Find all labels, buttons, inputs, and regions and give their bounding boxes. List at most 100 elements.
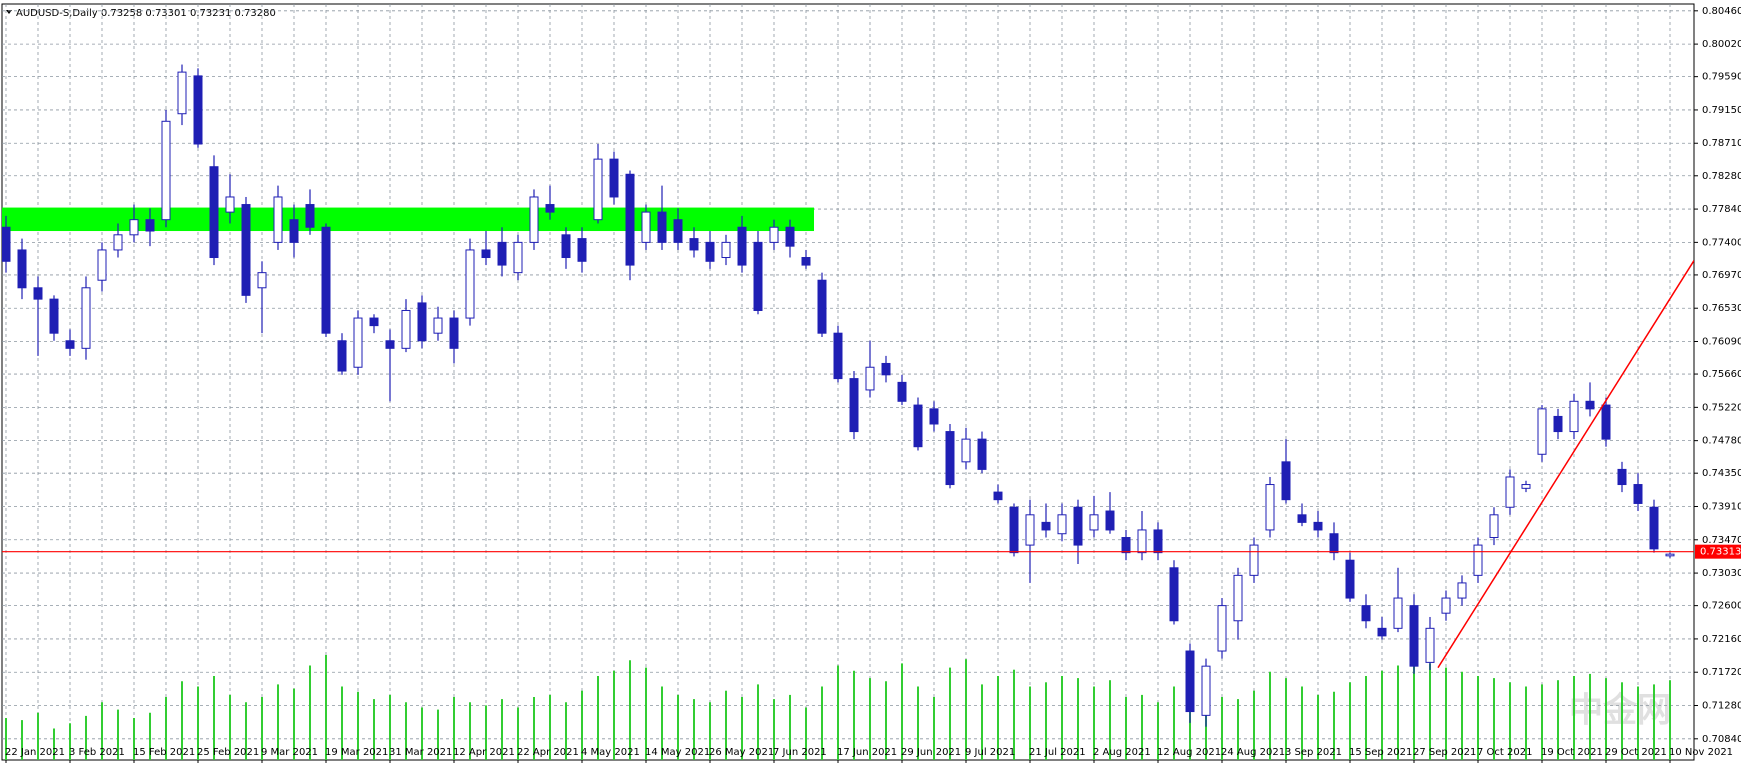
candle-body <box>1601 404 1611 440</box>
candle-body <box>433 317 443 334</box>
x-tick-label: 25 Feb 2021 <box>197 747 259 758</box>
y-tick-label: 0.71280 <box>1702 701 1741 712</box>
candle-body <box>897 381 907 402</box>
candle-body <box>1105 510 1115 531</box>
candle-body <box>1089 514 1099 531</box>
y-tick-label: 0.72160 <box>1702 634 1741 645</box>
candle-body <box>1265 484 1275 531</box>
candle-body <box>1137 529 1147 554</box>
candle-body <box>753 241 763 311</box>
candle-body <box>145 219 155 232</box>
candle-body <box>1553 415 1563 433</box>
candle-body <box>465 249 475 319</box>
candle-body <box>401 309 411 349</box>
x-tick-label: 7 Oct 2021 <box>1477 747 1532 758</box>
x-tick-label: 3 Feb 2021 <box>69 747 125 758</box>
x-tick-label: 15 Feb 2021 <box>133 747 195 758</box>
candle-body <box>1297 514 1307 523</box>
x-tick-label: 12 Aug 2021 <box>1157 747 1221 758</box>
candle-body <box>1009 506 1019 554</box>
x-tick-label: 29 Oct 2021 <box>1605 747 1667 758</box>
candle-body <box>273 196 283 243</box>
x-tick-label: 31 Mar 2021 <box>389 747 452 758</box>
x-tick-label: 19 Mar 2021 <box>325 747 388 758</box>
y-tick-label: 0.72600 <box>1702 601 1741 612</box>
plot-area <box>1 3 1695 761</box>
candle-body <box>65 340 75 349</box>
candle-body <box>1169 567 1179 622</box>
candle-body <box>513 241 523 274</box>
candle-body <box>1185 650 1195 713</box>
x-tick-label: 10 Nov 2021 <box>1669 747 1733 758</box>
candle-body <box>1361 605 1371 622</box>
x-tick-label: 4 May 2021 <box>581 747 640 758</box>
y-tick-label: 0.76530 <box>1702 303 1741 314</box>
candle-body <box>1665 553 1675 557</box>
candle-body <box>529 196 539 243</box>
y-tick-label: 0.80020 <box>1702 39 1741 50</box>
candle-body <box>721 241 731 259</box>
x-tick-label: 26 May 2021 <box>709 747 774 758</box>
zone <box>2 207 815 232</box>
y-tick-label: 0.74350 <box>1702 468 1741 479</box>
candle-body <box>929 408 939 425</box>
candle-body <box>177 71 187 115</box>
x-tick-label: 17 Jun 2021 <box>837 747 897 758</box>
candle-body <box>1217 605 1227 652</box>
candle-body <box>241 204 251 296</box>
candle-body <box>1073 506 1083 546</box>
quote-close: 0.73280 <box>235 8 276 19</box>
y-tick-label: 0.77400 <box>1702 237 1741 248</box>
candle-body <box>657 211 667 243</box>
y-tick-label: 0.71720 <box>1702 667 1741 678</box>
candle-body <box>817 279 827 334</box>
y-tick-label: 0.80460 <box>1702 6 1741 17</box>
candle-body <box>577 238 587 262</box>
candle-body <box>641 211 651 243</box>
candle-body <box>289 219 299 243</box>
candle-body <box>49 298 59 334</box>
candle-body <box>1233 574 1243 622</box>
header-text: AUDUSD-S,Daily 0.73258 0.73301 0.73231 0… <box>16 8 276 19</box>
y-tick-label: 0.76090 <box>1702 337 1741 348</box>
y-tick-label: 0.75660 <box>1702 369 1741 380</box>
candle-body <box>881 362 891 376</box>
candle-body <box>913 404 923 448</box>
y-tick-label: 0.77840 <box>1702 204 1741 215</box>
y-tick-label: 0.73470 <box>1702 535 1741 546</box>
y-tick-label: 0.79150 <box>1702 105 1741 116</box>
candle-body <box>801 257 811 266</box>
price-label-box <box>1695 544 1741 559</box>
candle-body <box>561 234 571 259</box>
candle-body <box>961 438 971 463</box>
x-tick-label: 27 Sep 2021 <box>1413 747 1476 758</box>
plot: 中金网 <box>2 4 1694 760</box>
candle-body <box>1489 514 1499 539</box>
candle-body <box>945 431 955 486</box>
candle-body <box>1281 461 1291 501</box>
candle-body <box>353 317 363 368</box>
x-tick-label: 24 Aug 2021 <box>1221 747 1285 758</box>
candle-body <box>1617 468 1627 486</box>
candle-body <box>609 158 619 198</box>
candle-body <box>33 287 43 300</box>
x-tick-label: 3 Sep 2021 <box>1285 747 1342 758</box>
candle-body <box>1057 514 1067 535</box>
candle-body <box>193 75 203 145</box>
candle-body <box>257 272 267 289</box>
y-tick-label: 0.76970 <box>1702 270 1741 281</box>
candle-body <box>833 332 843 380</box>
candle-body <box>1345 559 1355 599</box>
x-tick-label: 15 Sep 2021 <box>1349 747 1412 758</box>
candle-body <box>977 438 987 470</box>
candle-body <box>369 317 379 327</box>
candle-body <box>1313 521 1323 531</box>
y-tick-label: 0.73910 <box>1702 501 1741 512</box>
candle-body <box>849 378 859 433</box>
candle-body <box>1025 514 1035 546</box>
candle-body <box>1153 529 1163 554</box>
x-tick-label: 22 Apr 2021 <box>517 747 579 758</box>
x-tick-label: 9 Mar 2021 <box>261 747 318 758</box>
x-tick-label: 19 Oct 2021 <box>1541 747 1603 758</box>
